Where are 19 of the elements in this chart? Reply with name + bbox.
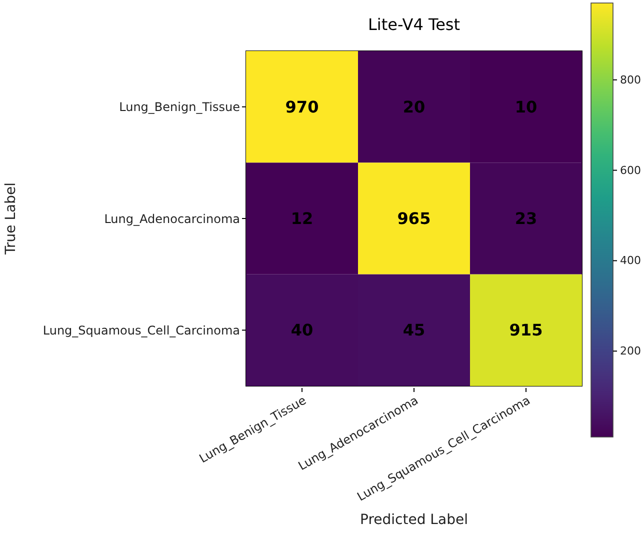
chart-title: Lite-V4 Test bbox=[368, 15, 460, 34]
data-label: 45 bbox=[402, 320, 426, 340]
data-label: 965 bbox=[397, 209, 431, 228]
color-bar-label: 600 bbox=[620, 164, 641, 177]
y-tick-label: Lung_Adenocarcinoma bbox=[104, 212, 240, 226]
data-label: 970 bbox=[285, 97, 319, 116]
color-bar-label: 200 bbox=[620, 344, 641, 358]
y-axis-title: True Label bbox=[2, 182, 19, 256]
data-label: 40 bbox=[290, 320, 314, 340]
data-label: 10 bbox=[514, 97, 538, 116]
data-label: 23 bbox=[514, 209, 538, 228]
color-bar-label: 800 bbox=[620, 73, 641, 86]
data-label: 915 bbox=[509, 320, 543, 340]
color-bar-label: 400 bbox=[620, 254, 641, 268]
y-tick-label: Lung_Benign_Tissue bbox=[119, 100, 240, 114]
data-label: 12 bbox=[290, 209, 314, 228]
y-tick-label: Lung_Squamous_Cell_Carcinoma bbox=[42, 323, 240, 338]
x-axis-title: Predicted Label bbox=[360, 512, 468, 528]
data-label: 20 bbox=[402, 97, 426, 116]
